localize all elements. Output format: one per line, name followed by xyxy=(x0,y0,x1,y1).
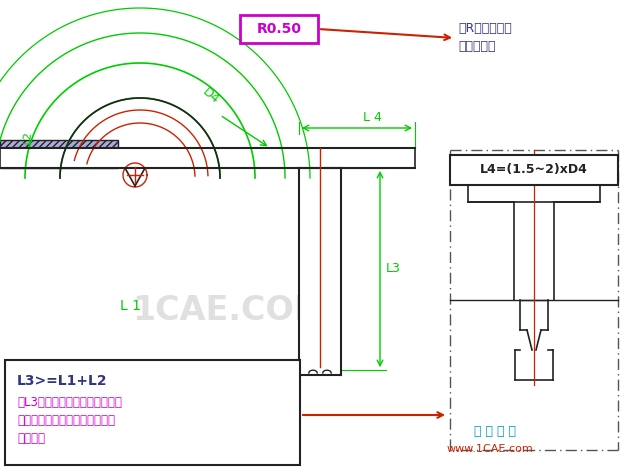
Bar xyxy=(468,162,600,202)
Text: 时，采用右图的方式做插入式拉: 时，采用右图的方式做插入式拉 xyxy=(17,414,115,427)
Bar xyxy=(451,151,617,449)
Text: 仿 真 在 线: 仿 真 在 线 xyxy=(474,425,516,438)
Text: 料顶针。: 料顶针。 xyxy=(17,432,45,445)
Text: L3: L3 xyxy=(386,263,401,275)
Text: R0.50: R0.50 xyxy=(257,22,301,36)
Text: L 4: L 4 xyxy=(363,111,381,124)
Text: 倒R角，防止銳: 倒R角，防止銳 xyxy=(458,22,512,35)
Text: L4=(1.5~2)xD4: L4=(1.5~2)xD4 xyxy=(480,163,588,177)
Text: L 1: L 1 xyxy=(120,299,141,313)
Text: www.1CAE.com: www.1CAE.com xyxy=(447,444,533,454)
Text: L2: L2 xyxy=(22,130,33,144)
Bar xyxy=(0,140,118,168)
FancyBboxPatch shape xyxy=(5,360,300,465)
Text: 角刮出料屬: 角刮出料屬 xyxy=(458,40,495,53)
Text: D4: D4 xyxy=(200,86,222,107)
FancyBboxPatch shape xyxy=(240,15,318,43)
Bar xyxy=(0,148,415,168)
FancyBboxPatch shape xyxy=(450,155,618,185)
Text: 如L3值大于模仁或接近模仁厚度: 如L3值大于模仁或接近模仁厚度 xyxy=(17,396,122,409)
Text: L3>=L1+L2: L3>=L1+L2 xyxy=(17,374,108,388)
Bar xyxy=(299,168,341,375)
Text: 1CAE.COM: 1CAE.COM xyxy=(132,294,328,326)
